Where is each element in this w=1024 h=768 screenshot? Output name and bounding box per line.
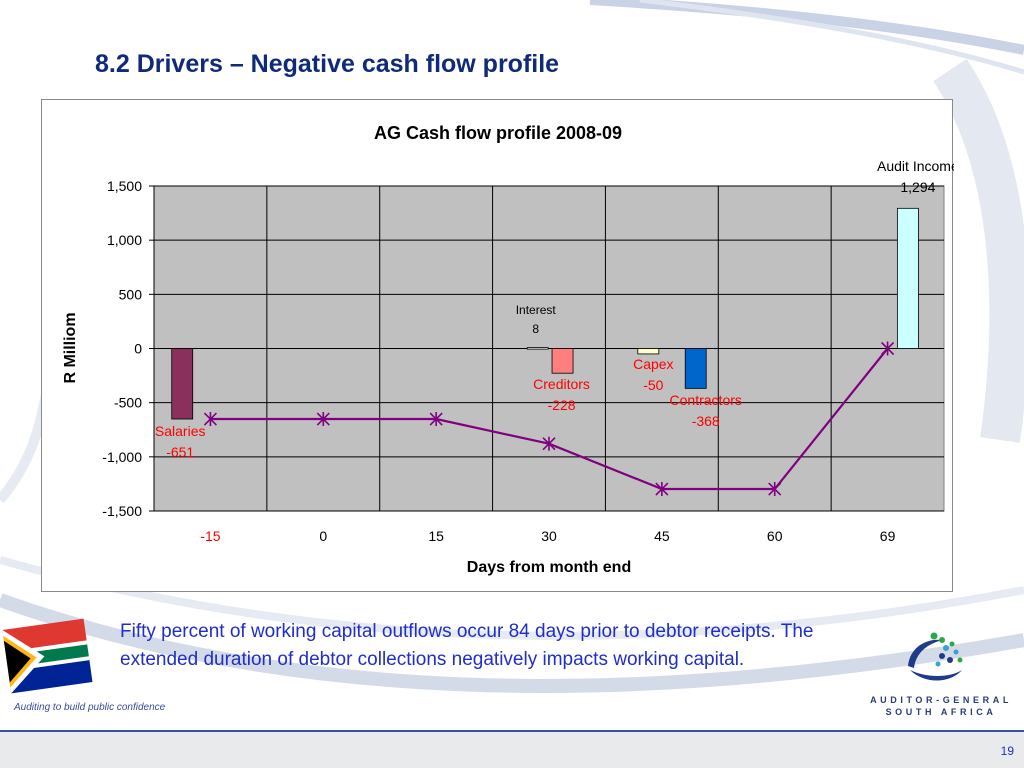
line-marker bbox=[768, 482, 782, 497]
bar-capex bbox=[637, 348, 660, 355]
bar-creditors bbox=[551, 348, 574, 374]
x-tick-label: 0 bbox=[319, 528, 327, 544]
south-africa-flag-icon bbox=[2, 618, 93, 694]
x-tick-label: 30 bbox=[541, 528, 557, 544]
bar-audit-income bbox=[896, 207, 919, 349]
y-tick-label: -1,000 bbox=[102, 449, 142, 465]
logo-text: AUDITOR-GENERAL SOUTH AFRICA bbox=[862, 694, 1020, 718]
data-label-value: -651 bbox=[166, 444, 194, 460]
x-tick-label: 15 bbox=[428, 528, 444, 544]
logo-text-line2: SOUTH AFRICA bbox=[885, 707, 997, 717]
x-axis-label: Days from month end bbox=[467, 559, 631, 576]
x-tick-label: 45 bbox=[654, 528, 670, 544]
bar-salaries bbox=[171, 348, 194, 420]
y-tick-label: -1,500 bbox=[102, 503, 142, 519]
y-tick-label: 1,000 bbox=[107, 232, 142, 248]
bar-contractors bbox=[684, 348, 707, 389]
data-label-name: Interest bbox=[516, 303, 557, 317]
cumulative-line bbox=[203, 341, 895, 497]
y-tick-label: 500 bbox=[119, 286, 143, 302]
x-tick-label: 60 bbox=[767, 528, 783, 544]
slide-caption: Fifty percent of working capital outflow… bbox=[120, 621, 814, 670]
page-number: 19 bbox=[1000, 744, 1014, 758]
axes: 1,500 1,000 500 0 -500 -1,000 -1,500 -15 0 15 30 45… bbox=[102, 178, 895, 544]
y-tick-label: 1,500 bbox=[107, 178, 142, 194]
slide-title: 8.2 Drivers – Negative cash flow profile bbox=[95, 50, 560, 78]
y-tick-label: 0 bbox=[134, 341, 142, 357]
data-label-value: -50 bbox=[643, 377, 663, 393]
line-marker bbox=[881, 341, 895, 356]
chart-frame: Salaries -651 Interest 8 Creditors -228 Capex -… bbox=[41, 99, 954, 592]
data-labels: Salaries -651 Interest 8 Creditors -228 Capex -… bbox=[155, 158, 954, 460]
data-label-name: Creditors bbox=[533, 376, 590, 392]
data-label-value: 1,294 bbox=[900, 179, 935, 195]
gridlines bbox=[154, 185, 944, 512]
data-label-value: -228 bbox=[548, 397, 576, 413]
tagline: Auditing to build public confidence bbox=[14, 702, 166, 713]
bars bbox=[171, 207, 919, 420]
logo-text-line1: AUDITOR-GENERAL bbox=[870, 695, 1012, 705]
line-marker bbox=[655, 482, 669, 497]
footer-bar: 19 bbox=[0, 730, 1024, 768]
data-label-name: Contractors bbox=[670, 392, 742, 408]
y-tick-label: -500 bbox=[114, 395, 142, 411]
line-marker bbox=[203, 412, 217, 427]
data-label-value: 8 bbox=[532, 322, 539, 336]
line-marker bbox=[429, 412, 443, 427]
data-label-value: -368 bbox=[692, 413, 720, 429]
line-marker bbox=[542, 436, 556, 451]
auditor-general-logo-icon bbox=[908, 632, 963, 681]
data-label-name: Audit Income bbox=[877, 158, 954, 174]
bar-interest bbox=[526, 347, 549, 350]
cash-flow-chart: Salaries -651 Interest 8 Creditors -228 Capex -… bbox=[62, 123, 954, 576]
x-tick-label: 69 bbox=[880, 528, 896, 544]
chart-title: AG Cash flow profile 2008-09 bbox=[374, 123, 622, 143]
data-label-name: Capex bbox=[633, 356, 673, 372]
data-label-name: Salaries bbox=[155, 423, 206, 439]
y-axis-label: R Milliom bbox=[62, 312, 79, 383]
line-marker bbox=[316, 412, 330, 427]
x-tick-label: -15 bbox=[200, 528, 220, 544]
